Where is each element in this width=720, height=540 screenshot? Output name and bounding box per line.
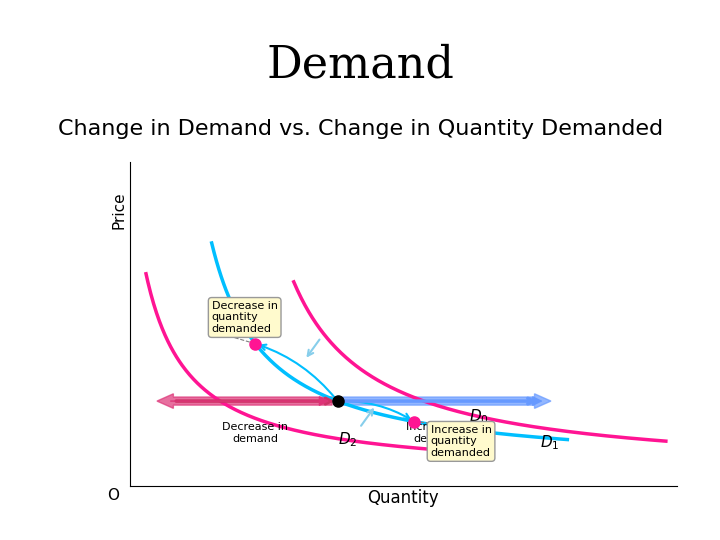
- Text: Decrease in
demand: Decrease in demand: [222, 422, 289, 444]
- FancyArrow shape: [343, 394, 551, 408]
- Y-axis label: Price: Price: [112, 192, 127, 230]
- Text: Demand: Demand: [266, 43, 454, 86]
- Text: $D_0$: $D_0$: [469, 407, 489, 426]
- Text: $D_2$: $D_2$: [338, 430, 357, 449]
- Text: $D_1$: $D_1$: [540, 433, 559, 452]
- Text: Decrease in
quantity
demanded: Decrease in quantity demanded: [212, 301, 278, 334]
- X-axis label: Quantity: Quantity: [367, 489, 439, 507]
- Text: Change in Demand vs. Change in Quantity Demanded: Change in Demand vs. Change in Quantity …: [58, 119, 662, 139]
- FancyArrow shape: [157, 394, 332, 408]
- Text: Increase in
demand: Increase in demand: [405, 422, 467, 444]
- Text: O: O: [107, 488, 120, 503]
- Text: Increase in
quantity
demanded: Increase in quantity demanded: [431, 425, 492, 458]
